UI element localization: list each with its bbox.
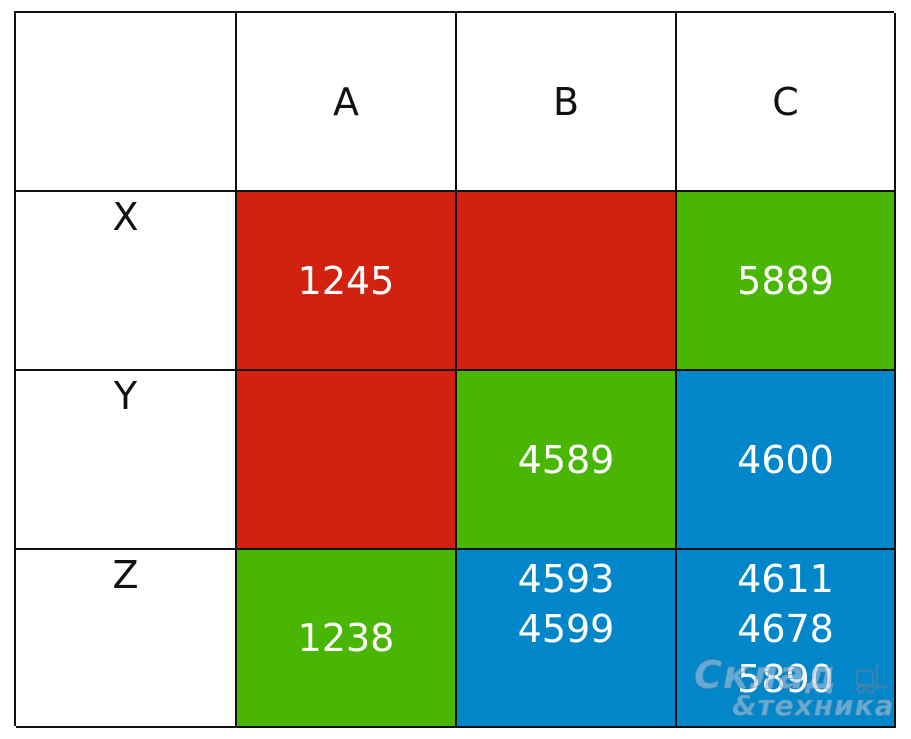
cell-x-b [457, 192, 677, 371]
cell-value: 5890 [737, 657, 834, 701]
cell-z-a: 1238 [237, 550, 457, 728]
color-matrix-table: A B C X 1245 5889 Y 4589 4600 Z 1238 459… [14, 11, 896, 728]
row-header-z: Z [16, 550, 237, 728]
cell-value: 4678 [737, 607, 834, 651]
row-header-label: X [112, 195, 139, 239]
column-header-label: C [772, 79, 799, 124]
corner-cell [16, 13, 237, 192]
cell-value: 4599 [517, 607, 615, 651]
cell-z-c: 4611 4678 5890 [677, 550, 896, 728]
row-header-y: Y [16, 371, 237, 550]
cell-z-b: 4593 4599 [457, 550, 677, 728]
cell-x-c: 5889 [677, 192, 896, 371]
column-header-b: B [457, 13, 677, 192]
cell-value: 5889 [737, 258, 834, 303]
cell-value: 1245 [297, 258, 395, 303]
row-header-x: X [16, 192, 237, 371]
cell-value: 4593 [517, 557, 615, 601]
row-header-label: Y [113, 374, 138, 418]
row-header-label: Z [112, 553, 139, 597]
cell-value: 4600 [737, 437, 834, 482]
column-header-label: A [333, 79, 359, 124]
column-header-a: A [237, 13, 457, 192]
cell-y-c: 4600 [677, 371, 896, 550]
column-header-label: B [552, 79, 580, 124]
cell-y-a [237, 371, 457, 550]
cell-value: 4589 [517, 437, 615, 482]
cell-x-a: 1245 [237, 192, 457, 371]
cell-value: 1238 [297, 616, 395, 660]
cell-y-b: 4589 [457, 371, 677, 550]
cell-value: 4611 [737, 557, 834, 601]
column-header-c: C [677, 13, 896, 192]
